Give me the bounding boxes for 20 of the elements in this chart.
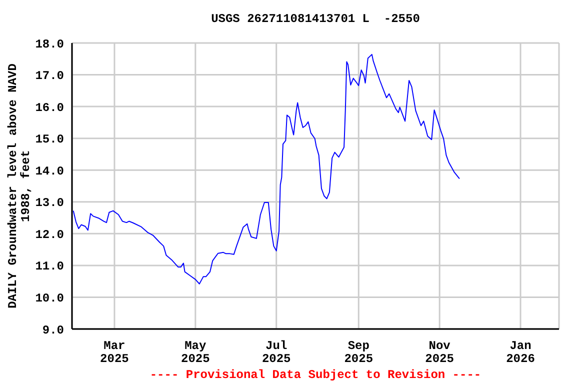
y-tick-label: 18.0 [35, 37, 64, 52]
x-tick-label: Mar 2025 [100, 339, 129, 366]
y-tick-label: 15.0 [35, 132, 64, 147]
y-tick-label: 17.0 [35, 69, 64, 84]
y-tick-label: 14.0 [35, 164, 64, 178]
x-tick-label: May 2025 [181, 339, 210, 366]
line-series [72, 54, 460, 284]
x-tick-label: Jul 2025 [262, 339, 291, 366]
y-tick-label: 11.0 [35, 260, 64, 274]
y-tick-label: 9.0 [42, 323, 64, 338]
y-tick-label: 10.0 [35, 291, 64, 306]
x-tick-label: Sep 2025 [344, 339, 374, 366]
x-tick-label: Nov 2025 [425, 339, 454, 366]
text: ---- Provisional Data Subject to Revision ---- [148, 368, 482, 382]
x-tick-label: Jan 2026 [506, 339, 535, 366]
y-tick-label: 12.0 [35, 228, 64, 242]
y-tick-label: 13.0 [35, 196, 64, 210]
y-axis-title: DAILY Groundwater level above NAVD 1988, feet [6, 62, 34, 310]
chart-title: USGS 262711081413701 L -2550 [210, 12, 421, 26]
y-tick-label: 16.0 [35, 100, 64, 115]
